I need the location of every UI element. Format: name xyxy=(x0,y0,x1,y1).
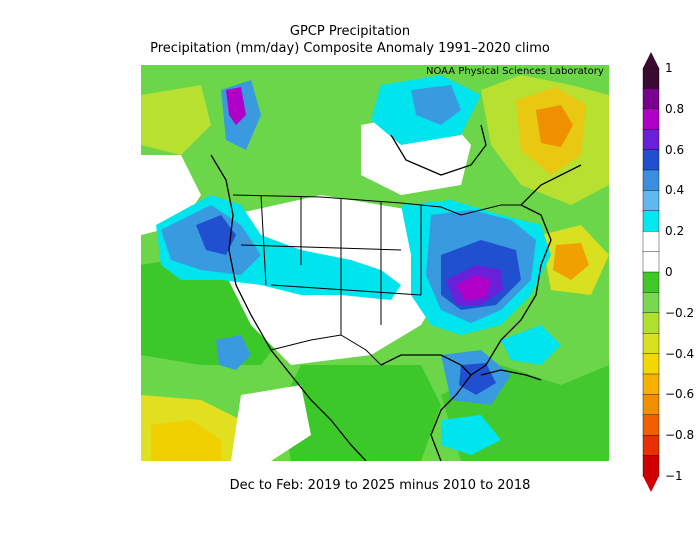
colorbar-bottom-arrow xyxy=(643,476,659,492)
colorbar-segment xyxy=(642,108,660,130)
anomaly-patch-wet-south xyxy=(441,415,501,455)
colorbar-segment xyxy=(642,312,660,334)
chart-title: GPCP Precipitation xyxy=(289,24,411,39)
anomaly-patch-wet-coast-peak xyxy=(226,87,246,125)
credit-label: NOAA Physical Sciences Laboratory xyxy=(426,66,604,77)
colorbar-segment xyxy=(642,373,660,396)
colorbar-segment xyxy=(642,190,660,212)
cuba-coastline xyxy=(480,369,542,381)
anomaly-patch-wet-bahamas xyxy=(501,325,561,365)
anomaly-patch-wet-mexico-pacific xyxy=(216,335,251,370)
precipitation-anomaly-map xyxy=(141,65,609,461)
colorbar-top-arrow xyxy=(643,52,659,68)
labrador-coastline xyxy=(520,164,582,206)
anomaly-patch-wet-east-peak xyxy=(456,275,491,301)
colorbar-tick-label: 0.4 xyxy=(665,183,685,198)
colorbar-segment xyxy=(642,271,660,294)
colorbar-segment xyxy=(642,414,660,436)
colorbar-tick-label: 0.6 xyxy=(665,142,685,157)
chart-subtitle: Precipitation (mm/day) Composite Anomaly… xyxy=(150,41,550,56)
colorbar-segment xyxy=(642,435,660,457)
colorbar-segment xyxy=(642,455,660,477)
colorbar-segment xyxy=(642,333,660,355)
colorbar-tick-label: −0.8 xyxy=(665,428,695,443)
colorbar-segment xyxy=(642,230,660,253)
colorbar-segment xyxy=(642,149,660,171)
colorbar-tick-label: −0.4 xyxy=(665,346,695,361)
colorbar-tick-label: −0.6 xyxy=(665,387,695,402)
colorbar-segments xyxy=(642,67,660,477)
colorbar-segment xyxy=(642,67,660,90)
us-canada-border xyxy=(232,194,521,216)
colorbar-segment xyxy=(642,394,660,416)
hudson-bay-coastline xyxy=(390,124,487,176)
colorbar xyxy=(642,52,660,492)
anomaly-patch-dry-labrador-peak xyxy=(536,105,573,147)
anomaly-patch-wet-caribbean-core xyxy=(459,363,496,395)
colorbar-tick-label: 1 xyxy=(665,61,673,75)
colorbar-segment xyxy=(642,251,660,273)
atlantic-coastline xyxy=(470,204,552,376)
colorbar-segment xyxy=(642,292,660,314)
colorbar-segment xyxy=(642,128,660,151)
time-period-caption: Dec to Feb: 2019 to 2025 minus 2010 to 2… xyxy=(229,478,531,493)
colorbar-segment xyxy=(642,169,660,192)
colorbar-tick-label: 0.2 xyxy=(665,224,685,239)
anomaly-patch-wet-northwest-peak xyxy=(196,215,236,255)
colorbar-segment xyxy=(642,353,660,375)
colorbar-tick-label: −1 xyxy=(665,469,683,483)
colorbar-tick-label: 0 xyxy=(665,265,673,279)
coastline-overlay xyxy=(210,124,582,461)
state-borders xyxy=(240,194,422,335)
border-overlay xyxy=(232,194,521,366)
colorbar-segment xyxy=(642,210,660,232)
anomaly-patch-dry-pacific-core xyxy=(151,420,221,461)
colorbar-tick-label: 0.8 xyxy=(665,101,685,116)
colorbar-segment xyxy=(642,88,660,110)
anomaly-patch-dry-alaska xyxy=(141,85,211,155)
colorbar-tick-label: −0.2 xyxy=(665,305,695,320)
anomaly-patch-wet-hudson-core xyxy=(411,85,461,125)
anomaly-patch-neutral-baja xyxy=(231,385,311,461)
anomaly-patch-dry-mexico xyxy=(281,365,441,461)
anomaly-patch-dry-atlantic-core xyxy=(553,243,589,280)
pacific-coastline xyxy=(210,154,367,461)
